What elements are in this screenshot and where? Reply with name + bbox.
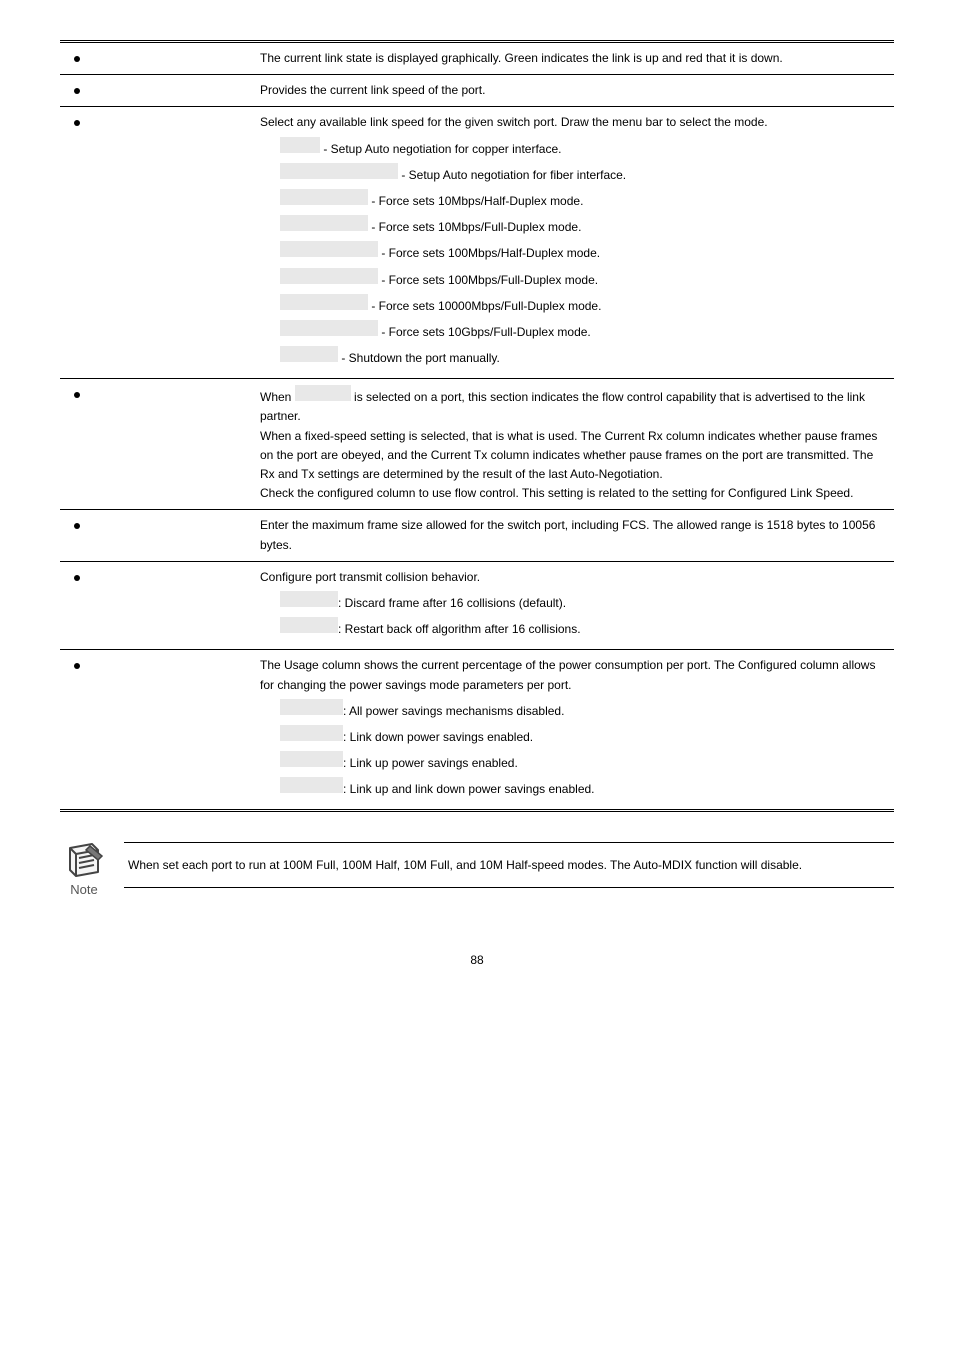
cell-line: - Force sets 10000Mbps/Full-Duplex mode. [260,294,884,316]
row-right-cell: Select any available link speed for the … [250,107,894,379]
grey-label [280,725,343,741]
note-label: Note [60,880,108,901]
cell-line: When a fixed-speed setting is selected, … [260,427,884,485]
cell-line: - Setup Auto negotiation for fiber inter… [260,163,884,185]
line-after: - Setup Auto negotiation for copper inte… [320,142,562,156]
row-right-cell: Enter the maximum frame size allowed for… [250,510,894,561]
grey-label [280,320,378,336]
cell-line: - Setup Auto negotiation for copper inte… [260,137,884,159]
line-after: : Discard frame after 16 collisions (def… [338,596,566,610]
grey-label [280,294,368,310]
cell-line: : All power savings mechanisms disabled. [260,699,884,721]
line-after: : Link up power savings enabled. [343,756,518,770]
row-right-cell: Configure port transmit collision behavi… [250,561,894,650]
bullet-icon [74,88,80,94]
line-after: : Link up and link down power savings en… [343,782,595,796]
note-section: Note When set each port to run at 100M F… [60,842,894,901]
cell-line: When is selected on a port, this section… [260,385,884,426]
cell-line: - Force sets 10Mbps/Half-Duplex mode. [260,189,884,211]
line-after: - Force sets 10000Mbps/Full-Duplex mode. [368,299,601,313]
line-after: - Force sets 10Mbps/Half-Duplex mode. [368,194,583,208]
row-left-cell [60,510,250,561]
line-after: - Force sets 10Mbps/Full-Duplex mode. [368,220,581,234]
bullet-icon [74,120,80,126]
bullet-icon [74,663,80,669]
note-icon [64,842,104,878]
grey-label [280,591,338,607]
cell-line: The current link state is displayed grap… [260,49,884,68]
line-prefix: When [260,390,295,404]
line-after: : Restart back off algorithm after 16 co… [338,622,581,636]
cell-line: - Force sets 100Mbps/Half-Duplex mode. [260,241,884,263]
bullet-icon [74,56,80,62]
note-icon-block: Note [60,842,108,901]
row-left-cell [60,561,250,650]
row-left-cell [60,379,250,510]
table-row: Enter the maximum frame size allowed for… [60,510,894,561]
cell-line: : Link up and link down power savings en… [260,777,884,799]
grey-label [280,137,320,153]
page-number: 88 [60,951,894,970]
grey-label [295,385,351,401]
row-left-cell [60,650,250,811]
cell-line: : Restart back off algorithm after 16 co… [260,617,884,639]
cell-line: : Link down power savings enabled. [260,725,884,747]
table-body: The current link state is displayed grap… [60,42,894,811]
cell-line: Select any available link speed for the … [260,113,884,132]
bullet-icon [74,392,80,398]
table-row: The Usage column shows the current perce… [60,650,894,811]
row-right-cell: The current link state is displayed grap… [250,42,894,75]
config-table: The current link state is displayed grap… [60,40,894,812]
table-row: Configure port transmit collision behavi… [60,561,894,650]
cell-line: The Usage column shows the current perce… [260,656,884,694]
grey-label [280,241,378,257]
grey-label [280,751,343,767]
grey-label [280,777,343,793]
row-left-cell [60,107,250,379]
note-text: When set each port to run at 100M Full, … [124,842,894,888]
cell-line: Configure port transmit collision behavi… [260,568,884,587]
bullet-icon [74,575,80,581]
row-right-cell: The Usage column shows the current perce… [250,650,894,811]
table-row: The current link state is displayed grap… [60,42,894,75]
line-after: - Force sets 10Gbps/Full-Duplex mode. [378,325,591,339]
line-after: - Force sets 100Mbps/Full-Duplex mode. [378,273,598,287]
line-after: - Force sets 100Mbps/Half-Duplex mode. [378,246,600,260]
row-right-cell: When is selected on a port, this section… [250,379,894,510]
row-right-cell: Provides the current link speed of the p… [250,75,894,107]
table-row: When is selected on a port, this section… [60,379,894,510]
grey-label [280,617,338,633]
line-after: : Link down power savings enabled. [343,730,533,744]
cell-line: Provides the current link speed of the p… [260,81,884,100]
cell-line: : Discard frame after 16 collisions (def… [260,591,884,613]
table-row: Select any available link speed for the … [60,107,894,379]
grey-label [280,189,368,205]
cell-line: - Force sets 100Mbps/Full-Duplex mode. [260,268,884,290]
cell-line: - Force sets 10Gbps/Full-Duplex mode. [260,320,884,342]
grey-label [280,163,398,179]
bullet-icon [74,523,80,529]
cell-line: - Shutdown the port manually. [260,346,884,368]
table-row: Provides the current link speed of the p… [60,75,894,107]
cell-line: - Force sets 10Mbps/Full-Duplex mode. [260,215,884,237]
line-after: - Shutdown the port manually. [338,351,500,365]
cell-line: Check the configured column to use flow … [260,484,884,503]
grey-label [280,268,378,284]
line-after: - Setup Auto negotiation for fiber inter… [398,168,626,182]
cell-line: Enter the maximum frame size allowed for… [260,516,884,554]
grey-label [280,346,338,362]
line-after: : All power savings mechanisms disabled. [343,704,564,718]
row-left-cell [60,75,250,107]
page-container: The current link state is displayed grap… [60,40,894,970]
row-left-cell [60,42,250,75]
grey-label [280,699,343,715]
cell-line: : Link up power savings enabled. [260,751,884,773]
grey-label [280,215,368,231]
line-after: is selected on a port, this section indi… [260,390,865,423]
